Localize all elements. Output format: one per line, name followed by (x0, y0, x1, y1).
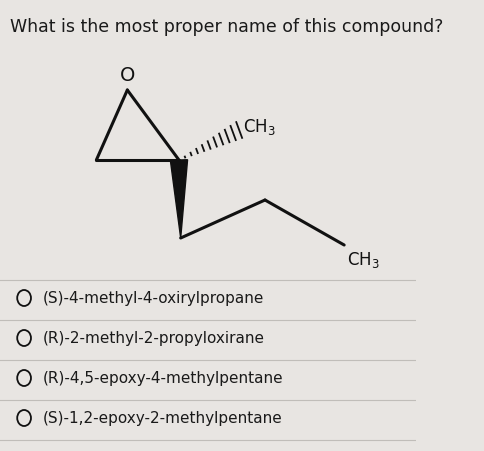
Polygon shape (170, 160, 188, 238)
Text: (R)-2-methyl-2-propyloxirane: (R)-2-methyl-2-propyloxirane (43, 331, 265, 345)
Text: (R)-4,5-epoxy-4-methylpentane: (R)-4,5-epoxy-4-methylpentane (43, 371, 284, 386)
Text: (S)-1,2-epoxy-2-methylpentane: (S)-1,2-epoxy-2-methylpentane (43, 410, 283, 425)
Text: (S)-4-methyl-4-oxirylpropane: (S)-4-methyl-4-oxirylpropane (43, 290, 264, 305)
Text: What is the most proper name of this compound?: What is the most proper name of this com… (10, 18, 444, 36)
Text: CH$_3$: CH$_3$ (347, 250, 379, 270)
Text: CH$_3$: CH$_3$ (243, 117, 276, 137)
Text: O: O (120, 66, 135, 85)
